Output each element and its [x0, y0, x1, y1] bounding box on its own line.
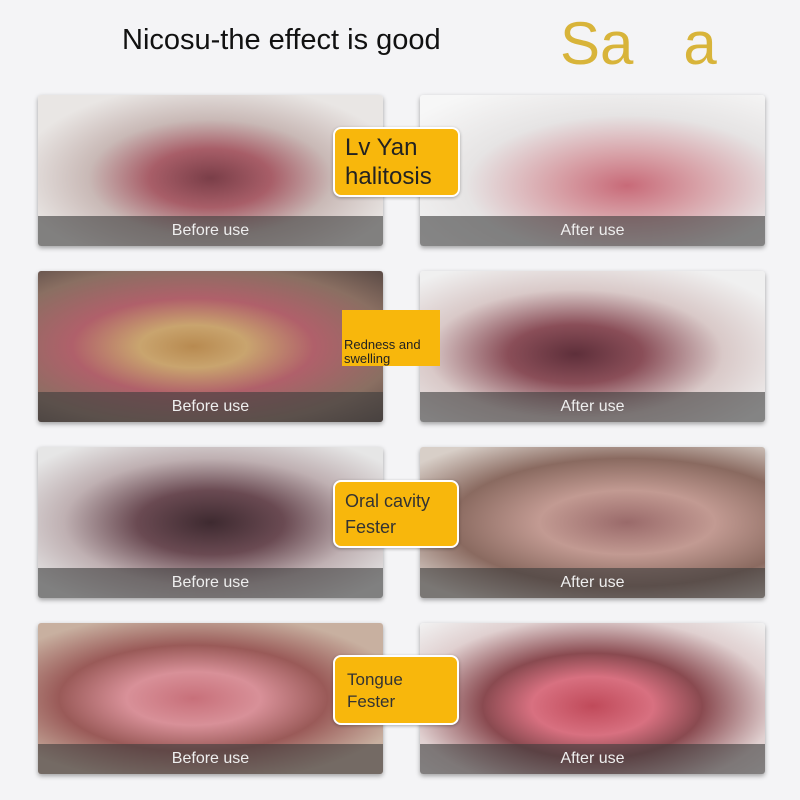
before-photo-3: Before use: [38, 447, 383, 598]
label-line: Tongue: [347, 670, 403, 689]
caption: Before use: [38, 216, 383, 246]
label-line: Fester: [345, 517, 397, 537]
caption: After use: [420, 392, 765, 422]
label-line: swelling: [344, 351, 391, 366]
after-photo-2: After use: [420, 271, 765, 422]
before-photo-2: Before use: [38, 271, 383, 422]
label-line: halitosis: [345, 163, 432, 190]
before-photo-1: Before use: [38, 95, 383, 246]
condition-label-1: Lv Yan halitosis: [333, 127, 460, 197]
page-title: Nicosu-the effect is good: [122, 24, 441, 56]
condition-label-2: Redness and swelling: [342, 310, 440, 366]
watermark: Sa a: [560, 10, 717, 77]
label-line: Redness and: [344, 337, 421, 352]
after-photo-3: After use: [420, 447, 765, 598]
caption: Before use: [38, 744, 383, 774]
caption: Before use: [38, 392, 383, 422]
label-line: Fester: [347, 692, 396, 711]
after-photo-4: After use: [420, 623, 765, 774]
caption: After use: [420, 568, 765, 598]
label-line: Lv Yan: [345, 134, 418, 161]
condition-label-4: Tongue Fester: [333, 655, 459, 725]
before-photo-4: Before use: [38, 623, 383, 774]
label-line: Oral cavity: [345, 491, 431, 511]
caption: After use: [420, 216, 765, 246]
condition-label-3: Oral cavity Fester: [333, 480, 459, 548]
after-photo-1: After use: [420, 95, 765, 246]
caption: Before use: [38, 568, 383, 598]
caption: After use: [420, 744, 765, 774]
